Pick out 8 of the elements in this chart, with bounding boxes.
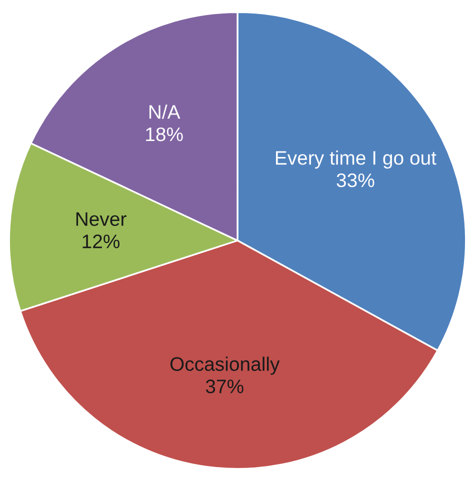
data-label: 33%	[336, 173, 374, 188]
data-label: 12%	[82, 234, 120, 248]
data-label: 37%	[206, 380, 244, 394]
data-label: 18%	[146, 127, 183, 142]
slice-label: Occasionally	[170, 356, 280, 375]
slice-label: Every time I go out	[276, 150, 436, 169]
slice-label: Never	[76, 212, 126, 226]
slice-label: N/A	[149, 104, 180, 119]
